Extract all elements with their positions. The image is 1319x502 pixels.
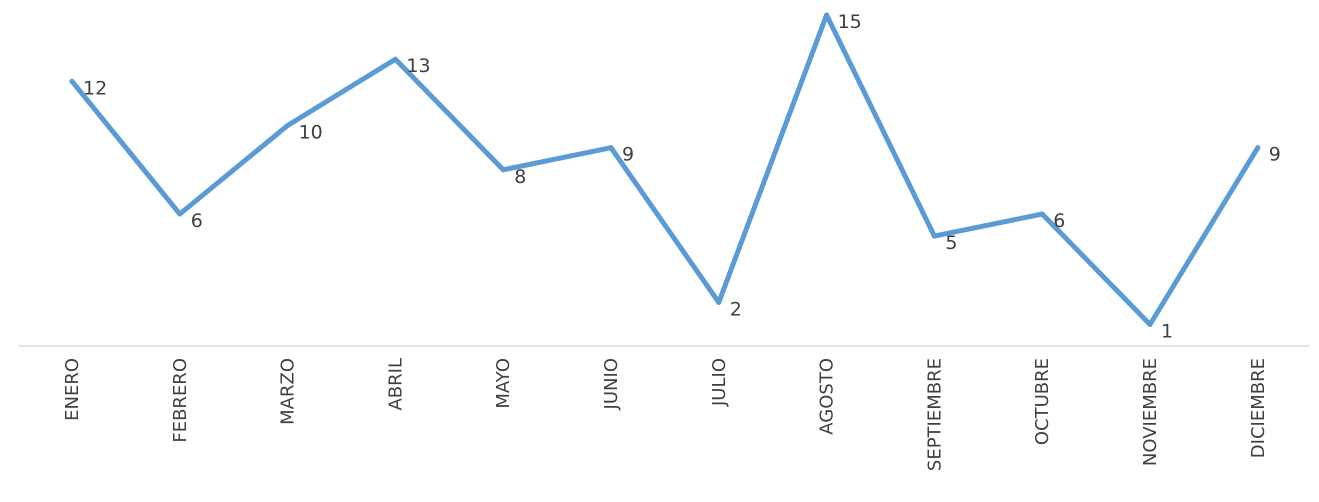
data-point-enero	[69, 78, 75, 84]
data-label-noviembre: 1	[1161, 321, 1173, 343]
data-label-agosto: 15	[838, 11, 862, 33]
series-line	[69, 12, 1261, 327]
x-tick-label-febrero: FEBRERO	[170, 358, 191, 443]
data-label-julio: 2	[730, 298, 742, 320]
x-tick-label-enero: ENERO	[62, 358, 83, 421]
data-label-diciembre: 9	[1269, 144, 1281, 166]
data-point-septiembre	[931, 233, 937, 239]
data-point-noviembre	[1147, 322, 1153, 327]
data-label-enero: 12	[83, 77, 107, 99]
data-label-marzo: 10	[299, 122, 323, 144]
data-label-septiembre: 5	[945, 232, 957, 254]
data-point-julio	[716, 299, 722, 305]
data-point-octubre	[1039, 211, 1045, 217]
x-tick-label-junio: JUNIO	[601, 358, 622, 410]
series-group	[69, 12, 1261, 327]
x-tick-label-noviembre: NOVIEMBRE	[1140, 358, 1161, 466]
data-point-diciembre	[1255, 145, 1261, 151]
data-label-mayo: 8	[514, 166, 526, 188]
data-point-junio	[608, 145, 614, 151]
x-tick-label-julio: JULIO	[709, 358, 730, 407]
x-tick-label-marzo: MARZO	[278, 358, 299, 425]
data-label-febrero: 6	[191, 210, 203, 232]
data-point-mayo	[500, 167, 506, 173]
data-label-junio: 9	[622, 144, 634, 166]
data-point-abril	[392, 56, 398, 62]
data-label-octubre: 6	[1053, 210, 1065, 232]
x-tick-labels-group: ENERO FEBRERO MARZO ABRIL MAYO JUNIO JULIO AGOS…	[62, 358, 1269, 471]
data-labels-group: 12 6 10 13 8 9 2 15 5 6 1 9	[83, 11, 1281, 343]
x-tick-label-septiembre: SEPTIEMBRE	[924, 358, 945, 471]
data-point-febrero	[177, 211, 183, 217]
data-point-agosto	[824, 12, 830, 18]
x-tick-label-octubre: OCTUBRE	[1032, 358, 1053, 445]
x-tick-label-mayo: MAYO	[493, 358, 514, 409]
x-tick-label-abril: ABRIL	[385, 358, 406, 411]
x-tick-label-diciembre: DICIEMBRE	[1248, 358, 1269, 458]
x-tick-label-agosto: AGOSTO	[817, 358, 838, 435]
data-label-abril: 13	[406, 55, 430, 77]
data-point-marzo	[285, 123, 291, 128]
